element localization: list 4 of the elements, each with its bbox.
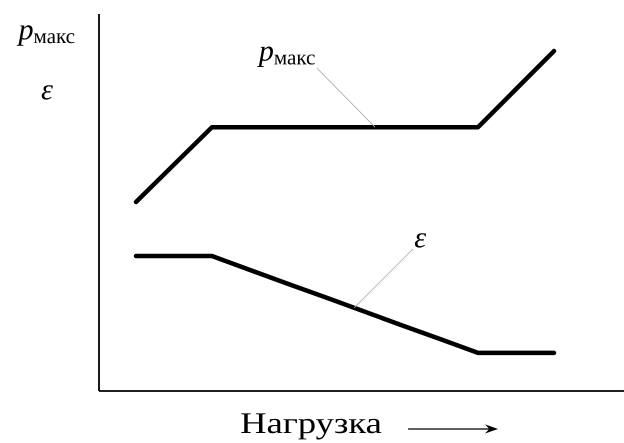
text: p$_{макс}$ ε <box>16 25 74 100</box>
text: p$_{макс}$ <box>257 46 315 67</box>
x-axis-title: Нагрузка <box>241 413 382 440</box>
text: ε <box>414 233 426 248</box>
